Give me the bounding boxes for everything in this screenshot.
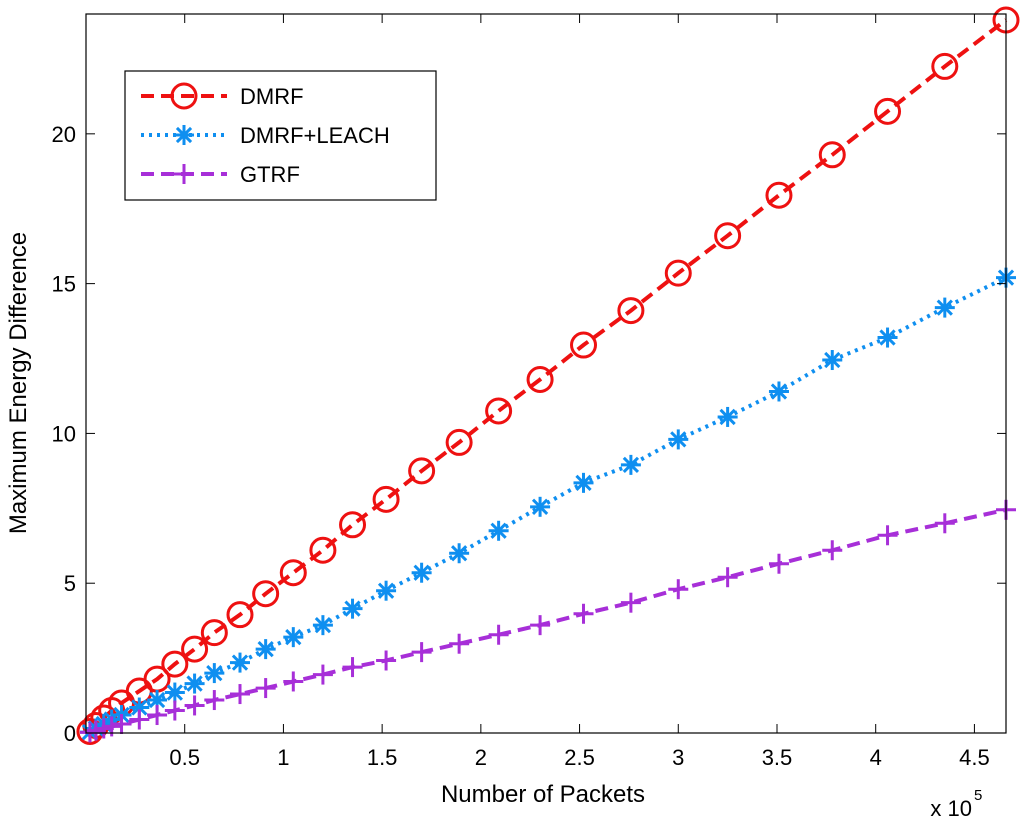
data-point-2 bbox=[411, 642, 432, 663]
data-point-2 bbox=[822, 540, 843, 561]
data-point-2 bbox=[488, 624, 509, 645]
data-point-2 bbox=[147, 705, 168, 726]
data-point-2 bbox=[934, 513, 955, 534]
data-point-1 bbox=[376, 580, 397, 601]
data-point-1 bbox=[229, 652, 250, 673]
data-point-0 bbox=[485, 397, 513, 425]
data-point-1 bbox=[822, 350, 843, 371]
data-point-1 bbox=[573, 472, 594, 493]
data-point-1 bbox=[877, 327, 898, 348]
legend: DMRF DMRF+LEACH GTRF bbox=[124, 70, 437, 201]
axis-ticks: 0.5 1 1.5 2 2.5 3 3.5 4 4.5 0 5 10 15 20 bbox=[52, 14, 1006, 770]
data-point-2 bbox=[283, 671, 304, 692]
legend-label-1: DMRF+LEACH bbox=[240, 123, 390, 148]
x-axis-multiplier-exponent: 5 bbox=[974, 787, 982, 804]
data-point-0 bbox=[526, 365, 554, 393]
data-point-0 bbox=[617, 297, 645, 325]
data-point-0 bbox=[818, 141, 846, 169]
data-point-2 bbox=[312, 664, 333, 685]
data-point-0 bbox=[279, 559, 307, 587]
y-tick-label: 5 bbox=[64, 571, 76, 596]
x-tick-label: 3.5 bbox=[762, 745, 793, 770]
y-tick-label: 15 bbox=[52, 272, 76, 297]
data-point-2 bbox=[620, 592, 641, 613]
data-point-2 bbox=[768, 553, 789, 574]
data-point-2 bbox=[449, 633, 470, 654]
data-point-0 bbox=[408, 457, 436, 485]
data-point-0 bbox=[714, 222, 742, 250]
data-point-2 bbox=[184, 695, 205, 716]
data-point-0 bbox=[372, 485, 400, 513]
series-line-0 bbox=[88, 18, 1008, 733]
x-axis-multiplier: x 10 bbox=[930, 796, 972, 821]
data-point-2 bbox=[877, 525, 898, 546]
data-point-2 bbox=[376, 650, 397, 671]
data-point-2 bbox=[717, 567, 738, 588]
data-point-1 bbox=[411, 562, 432, 583]
y-tick-label: 0 bbox=[64, 721, 76, 746]
series-2 bbox=[79, 499, 1016, 743]
data-point-1 bbox=[449, 543, 470, 564]
data-point-0 bbox=[181, 635, 209, 663]
data-point-2 bbox=[164, 700, 185, 721]
x-tick-label: 3 bbox=[672, 745, 684, 770]
data-point-1 bbox=[204, 663, 225, 684]
data-point-0 bbox=[664, 259, 692, 287]
data-point-0 bbox=[339, 511, 367, 539]
data-point-2 bbox=[342, 657, 363, 678]
legend-marker-0 bbox=[170, 82, 198, 110]
data-point-2 bbox=[255, 678, 276, 699]
data-point-0 bbox=[252, 580, 280, 608]
legend-label-2: GTRF bbox=[240, 162, 300, 187]
data-point-2 bbox=[530, 615, 551, 636]
data-point-1 bbox=[283, 627, 304, 648]
data-point-1 bbox=[934, 297, 955, 318]
plot-frame bbox=[85, 13, 1007, 734]
data-point-0 bbox=[570, 331, 598, 359]
data-point-0 bbox=[200, 619, 228, 647]
data-point-0 bbox=[161, 650, 189, 678]
data-point-2 bbox=[573, 603, 594, 624]
data-point-1 bbox=[530, 496, 551, 517]
data-point-1 bbox=[768, 381, 789, 402]
x-tick-label: 4.5 bbox=[959, 745, 990, 770]
data-point-2 bbox=[229, 684, 250, 705]
data-point-1 bbox=[668, 429, 689, 450]
data-point-0 bbox=[226, 601, 254, 629]
x-tick-label: 2.5 bbox=[564, 745, 595, 770]
legend-marker-1 bbox=[174, 125, 194, 145]
data-point-0 bbox=[309, 536, 337, 564]
data-point-1 bbox=[184, 673, 205, 694]
legend-label-0: DMRF bbox=[240, 84, 304, 109]
data-point-0 bbox=[765, 181, 793, 209]
data-point-1 bbox=[255, 639, 276, 660]
x-tick-label: 2 bbox=[475, 745, 487, 770]
y-axis-title: Maximum Energy Difference bbox=[5, 232, 32, 534]
data-point-1 bbox=[488, 520, 509, 541]
y-tick-label: 20 bbox=[52, 122, 76, 147]
data-point-1 bbox=[312, 615, 333, 636]
data-point-1 bbox=[164, 682, 185, 703]
x-tick-label: 1.5 bbox=[367, 745, 398, 770]
y-tick-label: 10 bbox=[52, 421, 76, 446]
plot-marks bbox=[76, 6, 1020, 746]
data-point-2 bbox=[204, 690, 225, 711]
data-point-0 bbox=[445, 428, 473, 456]
x-axis-title: Number of Packets bbox=[441, 781, 645, 808]
data-point-1 bbox=[342, 598, 363, 619]
data-point-1 bbox=[620, 454, 641, 475]
data-point-2 bbox=[668, 579, 689, 600]
legend-marker-2 bbox=[174, 164, 194, 184]
x-tick-label: 0.5 bbox=[169, 745, 200, 770]
x-tick-label: 1 bbox=[277, 745, 289, 770]
data-point-1 bbox=[717, 406, 738, 427]
data-point-0 bbox=[931, 52, 959, 80]
x-tick-label: 4 bbox=[870, 745, 882, 770]
data-point-2 bbox=[111, 714, 132, 735]
data-point-0 bbox=[874, 97, 902, 125]
data-point-2 bbox=[129, 709, 150, 730]
